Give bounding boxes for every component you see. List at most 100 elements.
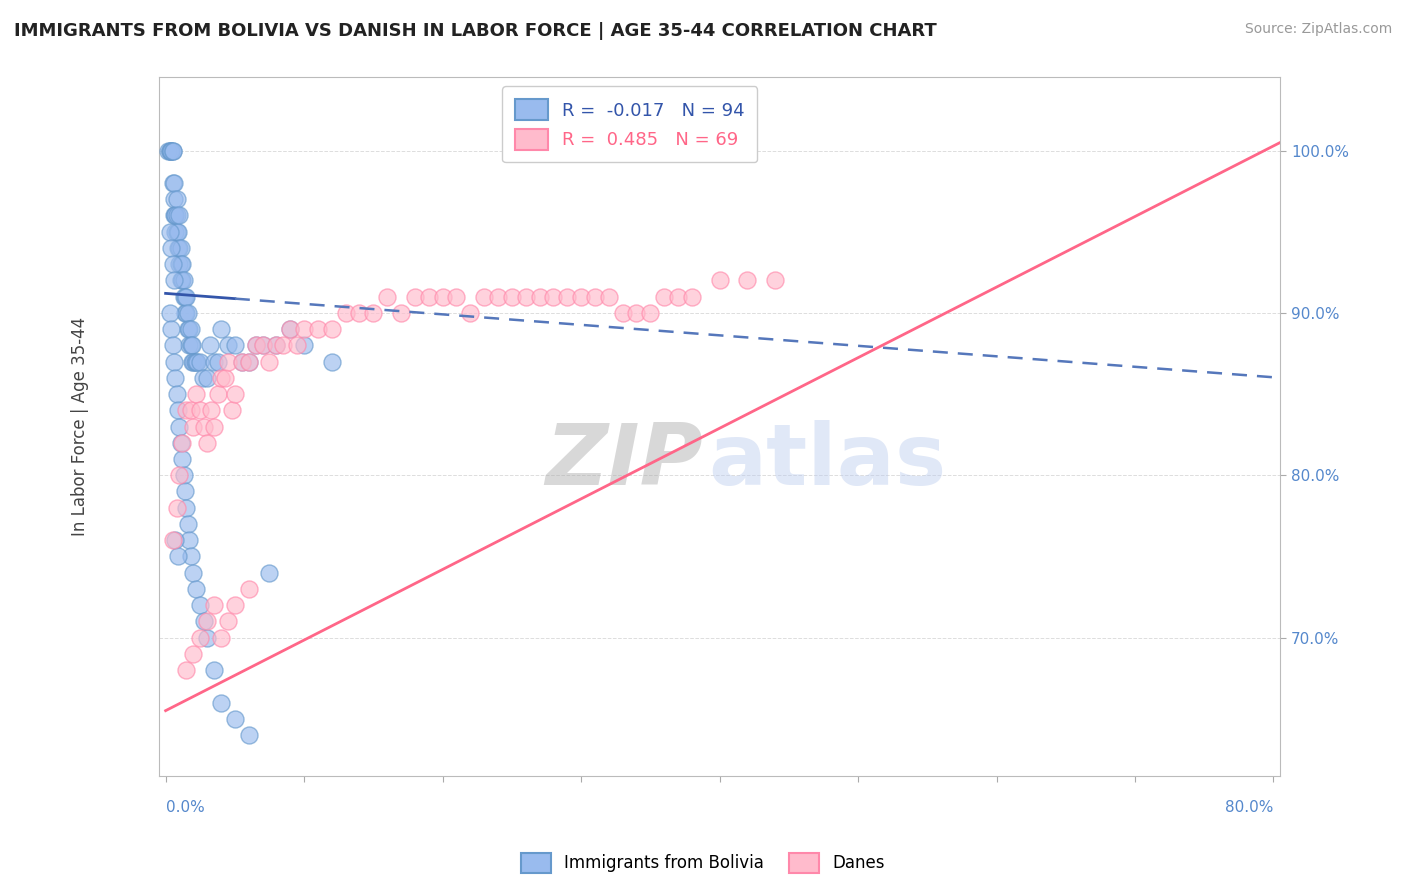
Point <box>612 306 634 320</box>
Point <box>159 144 181 158</box>
Point <box>238 354 260 368</box>
Point <box>626 306 648 320</box>
Point <box>404 290 426 304</box>
Point <box>167 549 190 564</box>
Point <box>349 306 371 320</box>
Point <box>472 290 495 304</box>
Point <box>186 354 208 368</box>
Point <box>188 631 211 645</box>
Point <box>335 306 357 320</box>
Point <box>166 209 188 223</box>
Point <box>501 290 523 304</box>
Point <box>163 209 186 223</box>
Point <box>170 241 193 255</box>
Point <box>174 306 197 320</box>
Point <box>181 338 204 352</box>
Point <box>207 354 229 368</box>
Point <box>163 354 186 368</box>
Point <box>209 322 232 336</box>
Point <box>180 549 202 564</box>
Point <box>163 192 186 206</box>
Point <box>321 322 343 336</box>
Point <box>177 322 200 336</box>
Point <box>180 403 202 417</box>
Point <box>238 728 260 742</box>
Point <box>709 273 731 287</box>
Text: atlas: atlas <box>709 420 946 503</box>
Point <box>173 273 195 287</box>
Point <box>195 615 218 629</box>
Point <box>217 615 239 629</box>
Point <box>166 500 188 515</box>
Point <box>273 338 295 352</box>
Point <box>735 273 758 287</box>
Point <box>167 241 190 255</box>
Point <box>224 338 246 352</box>
Point <box>193 419 215 434</box>
Point <box>181 419 204 434</box>
Text: IMMIGRANTS FROM BOLIVIA VS DANISH IN LABOR FORCE | AGE 35-44 CORRELATION CHART: IMMIGRANTS FROM BOLIVIA VS DANISH IN LAB… <box>14 22 936 40</box>
Point <box>160 322 183 336</box>
Point <box>292 338 315 352</box>
Point <box>166 387 188 401</box>
Point <box>172 273 194 287</box>
Point <box>181 566 204 580</box>
Point <box>166 192 188 206</box>
Point <box>163 176 186 190</box>
Point <box>163 273 186 287</box>
Point <box>238 354 260 368</box>
Point <box>179 533 201 548</box>
Legend: R =  -0.017   N = 94, R =  0.485   N = 69: R = -0.017 N = 94, R = 0.485 N = 69 <box>502 87 758 162</box>
Point <box>169 468 191 483</box>
Point <box>418 290 440 304</box>
Point <box>169 209 191 223</box>
Point <box>245 338 267 352</box>
Point <box>543 290 565 304</box>
Point <box>177 516 200 531</box>
Point <box>598 290 620 304</box>
Point <box>191 371 214 385</box>
Point <box>292 322 315 336</box>
Point <box>209 696 232 710</box>
Point <box>176 290 198 304</box>
Point <box>181 354 204 368</box>
Point <box>179 322 201 336</box>
Point <box>180 338 202 352</box>
Point <box>188 354 211 368</box>
Point <box>681 290 703 304</box>
Point <box>184 582 207 596</box>
Point <box>170 273 193 287</box>
Point <box>214 371 236 385</box>
Point <box>159 144 181 158</box>
Point <box>238 582 260 596</box>
Point <box>160 144 183 158</box>
Point <box>202 663 225 677</box>
Point <box>217 338 239 352</box>
Point <box>221 403 243 417</box>
Point <box>486 290 509 304</box>
Point <box>160 144 183 158</box>
Point <box>169 419 191 434</box>
Point <box>165 209 187 223</box>
Point <box>252 338 274 352</box>
Point <box>195 631 218 645</box>
Point <box>159 306 181 320</box>
Point <box>177 306 200 320</box>
Point <box>202 598 225 612</box>
Point <box>285 338 308 352</box>
Point <box>763 273 786 287</box>
Point <box>307 322 329 336</box>
Point <box>207 387 229 401</box>
Point <box>162 144 184 158</box>
Point <box>160 241 183 255</box>
Point <box>162 176 184 190</box>
Point <box>266 338 288 352</box>
Point <box>169 241 191 255</box>
Point <box>159 225 181 239</box>
Point <box>174 484 197 499</box>
Point <box>170 435 193 450</box>
Point <box>165 209 187 223</box>
Point <box>245 338 267 352</box>
Point <box>202 419 225 434</box>
Point <box>198 338 221 352</box>
